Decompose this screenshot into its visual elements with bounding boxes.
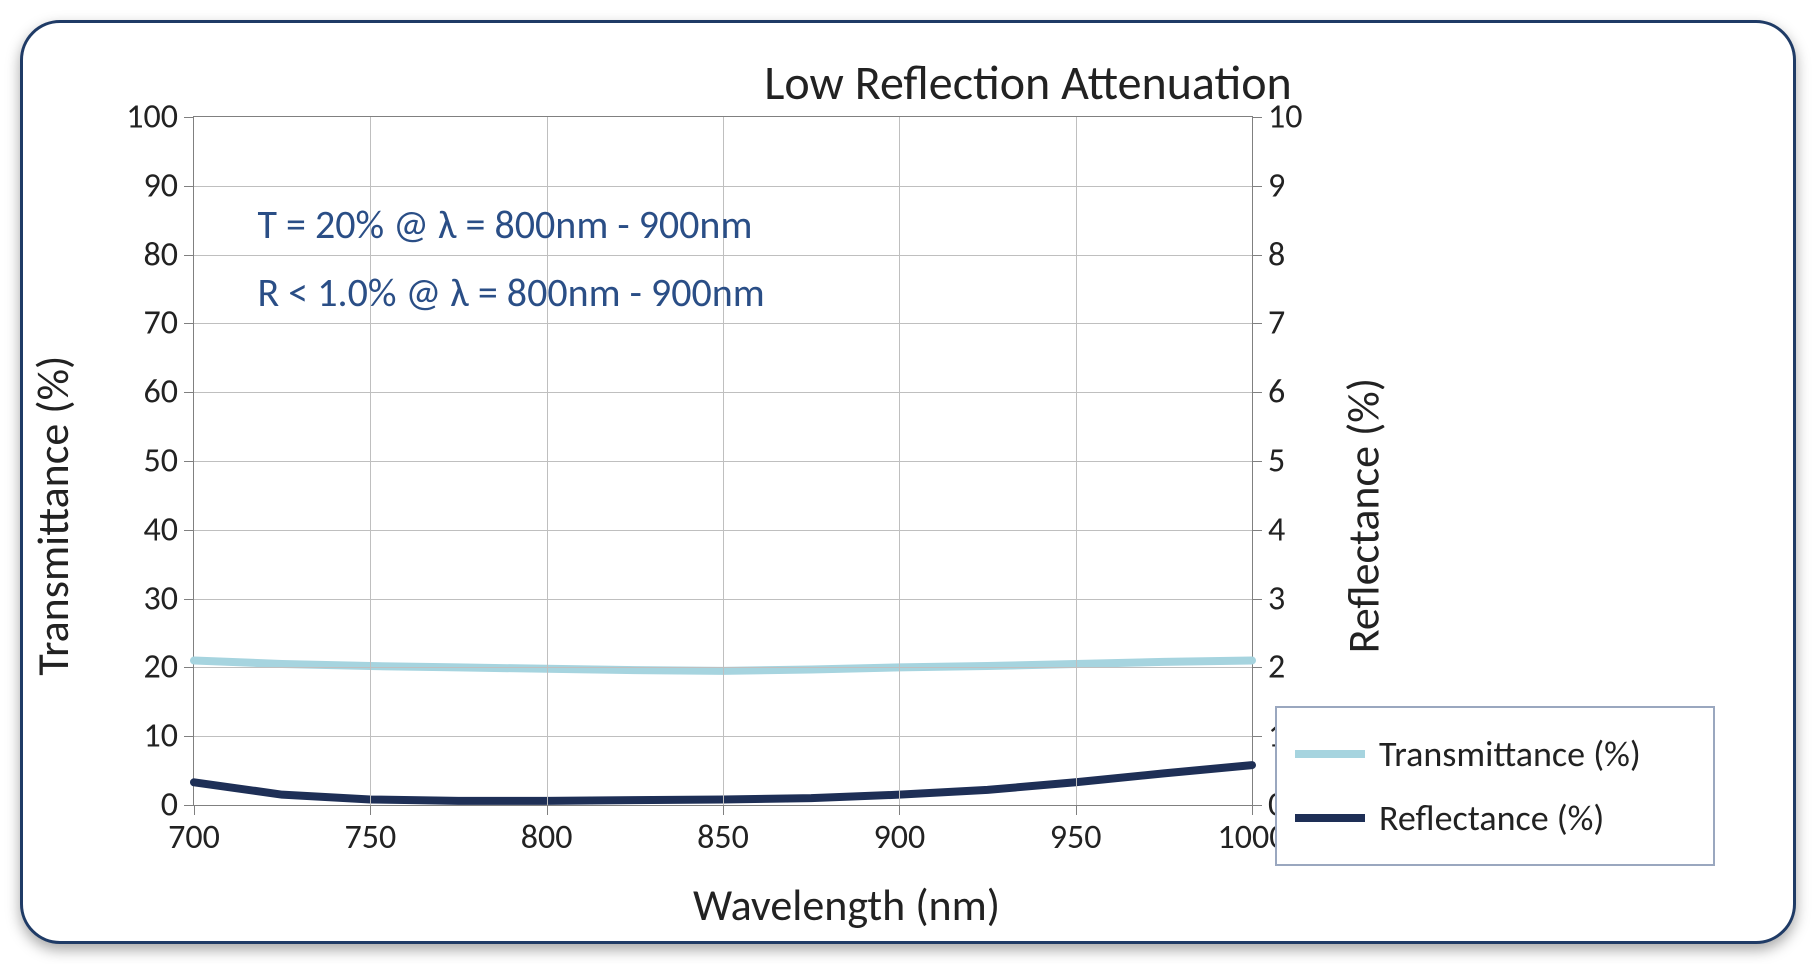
y1-tick-label: 70 [144,303,178,344]
y1-tick [184,599,194,600]
y2-tick [1252,186,1262,187]
y1-tick [184,117,194,118]
y2-tick [1252,805,1262,806]
legend-item: Reflectance (%) [1295,786,1695,850]
legend-swatch [1295,750,1365,758]
x-tick-label: 800 [521,817,573,858]
y1-axis-label: Transmittance (%) [26,356,80,676]
x-axis-label: Wavelength (nm) [693,878,1000,932]
gridline-h [194,323,1252,324]
y2-tick [1252,530,1262,531]
y2-tick-label: 4 [1268,509,1285,550]
y1-tick-label: 30 [144,578,178,619]
gridline-h [194,186,1252,187]
x-tick [194,805,195,815]
y1-tick-label: 0 [161,785,178,826]
y2-tick-label: 3 [1268,578,1285,619]
y1-tick-label: 60 [144,372,178,413]
x-tick-label: 900 [873,817,925,858]
y2-tick-label: 8 [1268,234,1285,275]
y1-tick-label: 90 [144,165,178,206]
y1-tick [184,255,194,256]
legend-label: Reflectance (%) [1379,796,1604,840]
y2-tick [1252,323,1262,324]
y1-tick [184,392,194,393]
y1-tick [184,667,194,668]
y2-tick [1252,599,1262,600]
gridline-h [194,461,1252,462]
legend-box: Transmittance (%) Reflectance (%) [1275,706,1715,866]
gridline-h [194,392,1252,393]
y1-tick [184,461,194,462]
chart-card: Low Reflection Attenuation Transmittance… [20,20,1796,944]
y1-tick [184,323,194,324]
y2-tick [1252,117,1262,118]
y2-tick-label: 10 [1268,97,1302,138]
y2-tick-label: 2 [1268,647,1285,688]
y1-tick [184,530,194,531]
y1-tick-label: 80 [144,234,178,275]
plot-area: 7007508008509009501000010203040506070809… [193,116,1253,806]
y1-tick-label: 100 [126,97,178,138]
x-tick-label: 950 [1050,817,1102,858]
x-tick [899,805,900,815]
y2-axis-label: Reflectance (%) [1336,378,1390,653]
x-tick [1076,805,1077,815]
plot-wrap: Transmittance (%) Reflectance (%) Wavele… [63,116,1753,926]
chart-title: Low Reflection Attenuation [63,53,1753,112]
x-tick-label: 750 [344,817,396,858]
gridline-h [194,255,1252,256]
legend-swatch [1295,814,1365,822]
x-tick-label: 850 [697,817,749,858]
legend-label: Transmittance (%) [1379,732,1641,776]
x-tick [723,805,724,815]
gridline-h [194,599,1252,600]
y1-tick-label: 50 [144,441,178,482]
y2-tick [1252,392,1262,393]
y2-tick [1252,667,1262,668]
y1-tick-label: 20 [144,647,178,688]
legend-item: Transmittance (%) [1295,722,1695,786]
y1-tick [184,186,194,187]
y2-tick-label: 9 [1268,165,1285,206]
y1-tick [184,805,194,806]
chart-annotation-1: R < 1.0% @ λ = 800nm - 900nm [257,268,764,317]
y1-tick-label: 40 [144,509,178,550]
gridline-h [194,736,1252,737]
y1-tick-label: 10 [144,716,178,757]
y2-tick-label: 7 [1268,303,1285,344]
y2-tick [1252,736,1262,737]
x-tick [370,805,371,815]
y2-tick-label: 6 [1268,372,1285,413]
gridline-h [194,667,1252,668]
gridline-h [194,530,1252,531]
y2-tick [1252,461,1262,462]
y2-tick-label: 5 [1268,441,1285,482]
y1-tick [184,736,194,737]
x-tick [547,805,548,815]
y2-tick [1252,255,1262,256]
chart-annotation-0: T = 20% @ λ = 800nm - 900nm [257,200,752,249]
x-tick [1252,805,1253,815]
